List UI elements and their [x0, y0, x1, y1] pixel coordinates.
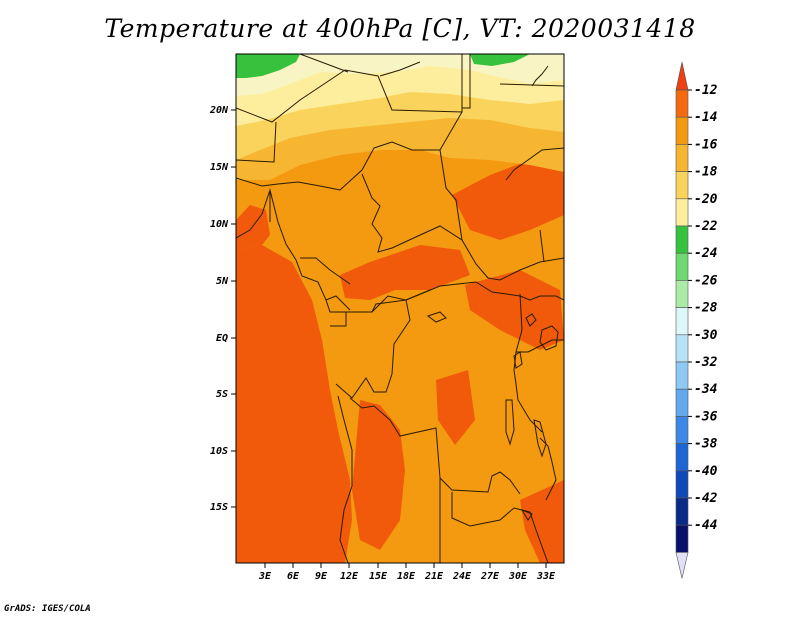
field-warm-west	[236, 245, 352, 563]
field-warm-southeast	[520, 480, 564, 563]
lon-label: 30E	[508, 571, 528, 582]
lon-label: 33E	[536, 571, 556, 582]
lon-label: 3E	[258, 571, 272, 582]
colorbar-segment	[675, 497, 689, 526]
temperature-field	[236, 54, 564, 563]
lat-label: 10N	[210, 219, 229, 230]
colorbar-label: -20	[694, 192, 718, 207]
colorbar-label: -26	[694, 273, 718, 288]
colorbar-label: -44	[694, 518, 718, 533]
colorbar-segment	[675, 89, 689, 118]
map-frame	[235, 53, 565, 564]
colorbar-segment	[675, 225, 689, 254]
lon-label: 21E	[424, 571, 444, 582]
colorbar-label: -36	[694, 409, 718, 424]
colorbar-label: -40	[694, 464, 718, 479]
lat-label: 15N	[210, 162, 229, 173]
colorbar-segment	[675, 470, 689, 499]
colorbar-segment	[675, 116, 689, 145]
field-warm-angola	[352, 400, 405, 550]
lon-label: 6E	[287, 571, 300, 582]
colorbar-segment	[675, 171, 689, 200]
field-warm-sudan	[452, 160, 564, 240]
colorbar-segment	[675, 144, 689, 172]
grads-credit: GrADS: IGES/COLA	[4, 604, 91, 614]
colorbar-label: -32	[694, 355, 718, 370]
latitude-axis: 20N 15N 10N 5N EQ 5S 10S 15S	[209, 105, 236, 513]
colorbar-label: -34	[694, 382, 718, 397]
lon-label: 12E	[340, 571, 359, 582]
colorbar-segment	[675, 524, 689, 553]
colorbar-label: -30	[694, 328, 718, 343]
lat-label: 5N	[216, 276, 229, 287]
field-warm-northwest	[236, 205, 270, 250]
field-warm-congo	[436, 370, 475, 445]
colorbar-top-arrow	[675, 61, 689, 91]
chart-title: Temperature at 400hPa [C], VT: 202003141…	[104, 14, 696, 43]
colorbar-bottom-arrow	[675, 552, 689, 579]
colorbar-label: -42	[694, 491, 718, 506]
lon-label: 9E	[315, 571, 328, 582]
colorbar-label: -38	[694, 437, 718, 452]
field-warm-central	[340, 245, 470, 300]
colorbar-segment	[675, 388, 689, 417]
lon-label: 15E	[369, 571, 388, 582]
field-warm-east	[465, 270, 564, 350]
colorbar-label: -24	[694, 246, 718, 261]
colorbar-segment	[675, 252, 689, 281]
country-borders	[236, 54, 564, 563]
colorbar-label: -14	[694, 110, 718, 125]
lon-label: 27E	[480, 571, 500, 582]
field-cold-nw	[236, 54, 300, 78]
lat-label: 5S	[216, 389, 228, 400]
colorbar: -12 -14 -16 -18 -20 -22 -24 -26 -28 -30 -32 -34 -36 -…	[675, 61, 718, 579]
colorbar-segment	[675, 280, 689, 308]
colorbar-label: -16	[694, 137, 718, 152]
field-cold-ne	[470, 54, 530, 66]
lat-label: 20N	[209, 105, 229, 116]
lon-label: 24E	[452, 571, 472, 582]
colorbar-segment	[675, 334, 689, 363]
lon-label: 18E	[397, 571, 416, 582]
lat-label: EQ	[216, 333, 228, 344]
colorbar-label: -22	[694, 219, 718, 234]
colorbar-label: -28	[694, 301, 718, 316]
colorbar-segment	[675, 307, 689, 336]
longitude-axis: 3E 6E 9E 12E 15E 18E 21E 24E 27E 30E 33E	[258, 563, 556, 582]
colorbar-segment	[675, 416, 689, 444]
colorbar-segment	[675, 198, 689, 227]
colorbar-segment	[675, 443, 689, 472]
lakes	[426, 311, 559, 521]
colorbar-label: -12	[694, 83, 718, 98]
colorbar-segment	[675, 361, 689, 390]
lat-label: 15S	[210, 502, 228, 513]
lat-label: 10S	[210, 446, 228, 457]
colorbar-label: -18	[694, 165, 718, 180]
